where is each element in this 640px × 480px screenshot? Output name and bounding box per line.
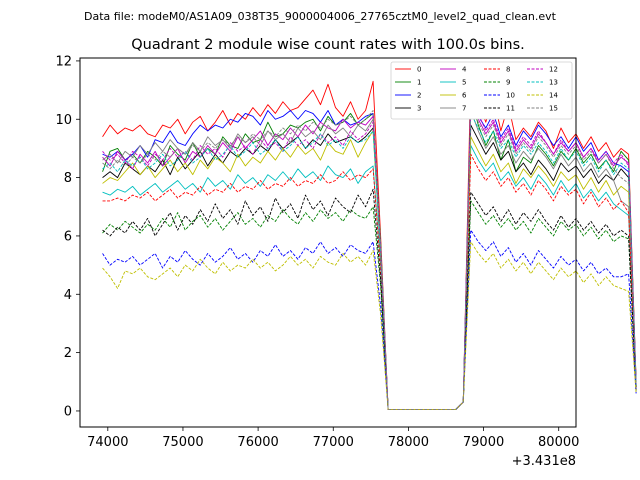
y-tick-label-5: 10: [55, 113, 72, 128]
legend-label-9: 9: [506, 79, 510, 87]
series-line-14: [102, 241, 637, 410]
legend-label-5: 5: [462, 79, 466, 87]
legend-label-10: 10: [506, 92, 515, 100]
series-line-7: [102, 110, 637, 410]
series-line-9: [102, 200, 637, 410]
y-tick-label-0: 0: [64, 404, 72, 419]
x-tick-label-2: 76000: [237, 435, 278, 450]
legend-label-12: 12: [549, 66, 558, 74]
legend-label-4: 4: [462, 66, 467, 74]
x-tick-label-6: 80000: [538, 435, 579, 450]
x-tick-label-3: 77000: [313, 435, 354, 450]
plot-area: [79, 57, 637, 428]
legend-label-15: 15: [549, 105, 558, 113]
x-offset-label: +3.431e8: [512, 454, 576, 469]
plot-frame: [79, 57, 577, 428]
y-tick-label-6: 12: [55, 54, 72, 69]
series-line-13: [102, 112, 637, 410]
legend-label-13: 13: [549, 79, 558, 87]
x-tick-label-1: 75000: [162, 435, 203, 450]
legend-label-8: 8: [506, 66, 510, 74]
x-tick-label-0: 74000: [87, 435, 128, 450]
series-line-1: [102, 95, 637, 410]
y-tick-label-4: 8: [64, 171, 72, 186]
x-axis: 74000 75000 76000 77000 78000 79000 80000: [87, 427, 579, 450]
x-tick-label-5: 79000: [463, 435, 504, 450]
series-layer: [102, 75, 637, 410]
chart-title: Quadrant 2 module wise count rates with …: [131, 37, 525, 53]
legend-label-1: 1: [417, 79, 421, 87]
series-line-0: [102, 75, 637, 410]
series-line-10: [102, 229, 637, 410]
legend-label-14: 14: [549, 92, 558, 100]
y-tick-label-2: 4: [64, 288, 72, 303]
y-tick-label-3: 6: [64, 229, 72, 244]
series-line-6: [102, 130, 637, 410]
series-line-11: [102, 188, 637, 410]
legend-box: [390, 61, 573, 120]
legend-label-0: 0: [417, 66, 421, 74]
figure-suptitle: Data file: modeM0/AS1A09_038T35_90000040…: [84, 10, 557, 23]
legend-label-3: 3: [417, 105, 421, 113]
x-tick-label-4: 78000: [388, 435, 429, 450]
legend-label-2: 2: [417, 92, 421, 100]
series-line-12: [102, 101, 637, 410]
legend-label-7: 7: [462, 105, 466, 113]
series-line-8: [102, 153, 637, 410]
series-line-5: [102, 145, 637, 410]
y-axis: 0 2 4 6 8 10 12: [55, 54, 80, 419]
legend-label-11: 11: [506, 105, 515, 113]
y-tick-label-1: 2: [64, 346, 72, 361]
legend-label-6: 6: [462, 92, 467, 100]
series-line-15: [102, 107, 637, 410]
